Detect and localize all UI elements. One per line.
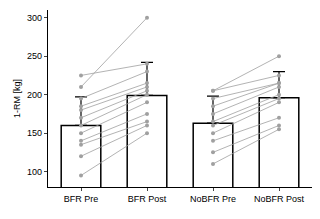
svg-text:300: 300 bbox=[27, 13, 42, 23]
svg-text:100: 100 bbox=[27, 167, 42, 177]
svg-text:BFR Post: BFR Post bbox=[128, 194, 167, 204]
svg-text:NoBFR Post: NoBFR Post bbox=[254, 194, 305, 204]
svg-text:NoBFR Pre: NoBFR Pre bbox=[190, 194, 236, 204]
svg-text:250: 250 bbox=[27, 51, 42, 61]
svg-text:1-RM [kg]: 1-RM [kg] bbox=[12, 79, 22, 118]
svg-text:150: 150 bbox=[27, 128, 42, 138]
svg-text:200: 200 bbox=[27, 90, 42, 100]
svg-text:BFR Pre: BFR Pre bbox=[64, 194, 99, 204]
